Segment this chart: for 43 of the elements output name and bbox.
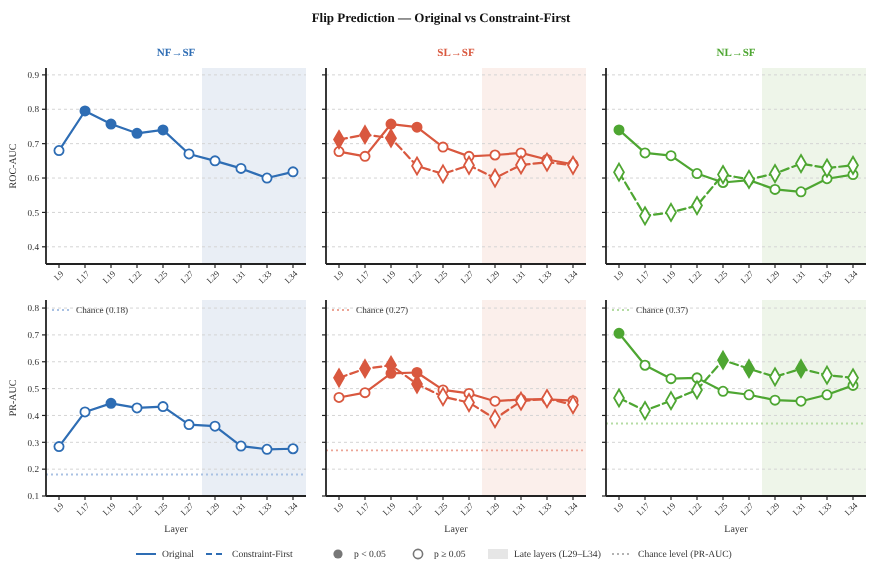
point [437, 141, 449, 153]
point [359, 150, 371, 162]
point [131, 127, 143, 139]
point [613, 124, 625, 136]
point [183, 148, 195, 160]
point [183, 419, 195, 431]
point [613, 327, 625, 339]
point [691, 168, 703, 180]
point [53, 441, 65, 453]
point [489, 395, 501, 407]
point [235, 162, 247, 174]
point [795, 186, 807, 198]
point [209, 420, 221, 432]
point [287, 166, 299, 178]
point [261, 172, 273, 184]
point [287, 443, 299, 455]
point [53, 145, 65, 157]
point [821, 389, 833, 401]
point [385, 118, 397, 130]
point [411, 121, 423, 133]
point [235, 440, 247, 452]
point [79, 406, 91, 418]
point [489, 149, 501, 161]
point [131, 402, 143, 414]
point [105, 397, 117, 409]
point [769, 183, 781, 195]
point [157, 124, 169, 136]
point [261, 443, 273, 455]
point [79, 105, 91, 117]
point [333, 391, 345, 403]
point [639, 147, 651, 159]
point [209, 155, 221, 167]
point [769, 394, 781, 406]
point [795, 395, 807, 407]
point [359, 387, 371, 399]
point [665, 150, 677, 162]
point [639, 359, 651, 371]
point [743, 389, 755, 401]
point [717, 385, 729, 397]
point [157, 401, 169, 413]
point [665, 373, 677, 385]
point [105, 118, 117, 130]
point [333, 146, 345, 158]
